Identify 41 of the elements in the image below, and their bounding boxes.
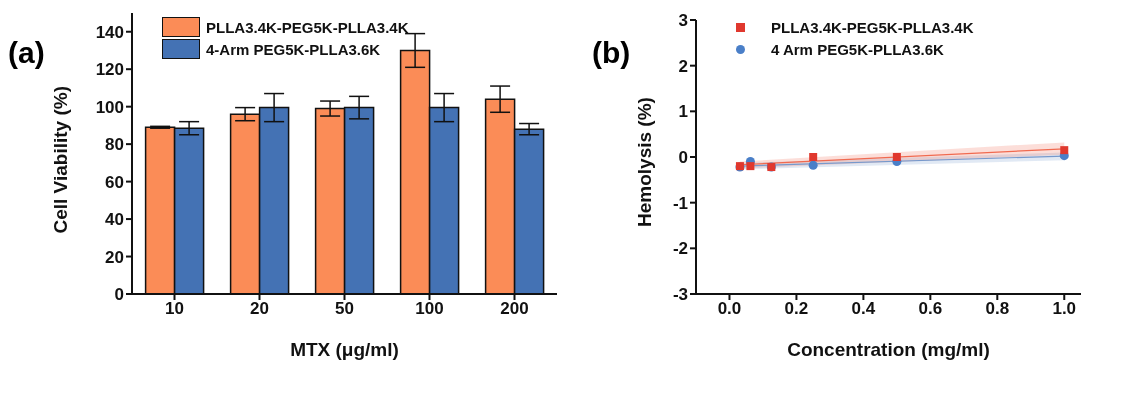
x-tick-label: 100 xyxy=(415,299,444,319)
text: (b) xyxy=(592,36,632,70)
x-tick-label: 1.0 xyxy=(1052,299,1077,319)
x-tick-label: 0.2 xyxy=(784,299,809,319)
text: (a) xyxy=(8,36,46,70)
y-tick-label: 140 xyxy=(95,22,124,42)
x-tick-label: 10 xyxy=(165,299,184,319)
y-tick-label: 40 xyxy=(105,210,124,230)
x-tick-label: 0.8 xyxy=(985,299,1010,319)
y-tick-label: 3 xyxy=(678,11,688,31)
point xyxy=(746,162,755,171)
point xyxy=(808,160,818,170)
y-tick-label: -3 xyxy=(672,285,688,305)
y-axis-title: Cell Viability (%) xyxy=(49,86,71,234)
y-tick-label: -2 xyxy=(672,239,688,259)
y-tick-label: 0 xyxy=(678,148,688,168)
y-tick-label: 60 xyxy=(105,172,124,192)
legend-label: 4-Arm PEG5K-PLLA3.6K xyxy=(206,40,381,58)
x-tick-label: 200 xyxy=(500,299,529,319)
legend-label: PLLA3.4K-PEG5K-PLLA3.4K xyxy=(771,18,974,36)
point xyxy=(809,153,818,161)
point xyxy=(1060,146,1069,155)
x-axis-title: MTX (μg/ml) xyxy=(290,339,399,360)
y-tick-label: 120 xyxy=(95,60,124,80)
x-tick-label: 20 xyxy=(250,299,269,319)
x-tick-label: 0.4 xyxy=(851,299,876,319)
legend-label: 4 Arm PEG5K-PLLA3.6K xyxy=(771,40,944,58)
x-axis-title: Concentration (mg/ml) xyxy=(787,339,990,360)
y-tick-label: 2 xyxy=(678,56,688,76)
legend-label: PLLA3.4K-PEG5K-PLLA3.4K xyxy=(206,18,409,36)
y-tick-label: 1 xyxy=(678,102,688,122)
y-tick-label: 0 xyxy=(114,285,124,305)
x-tick-label: 0.0 xyxy=(717,299,742,319)
x-tick-label: 0.6 xyxy=(918,299,943,319)
y-tick-label: 100 xyxy=(95,97,124,117)
x-tick-label: 50 xyxy=(335,299,354,319)
y-axis-title: Hemolysis (%) xyxy=(633,97,655,227)
point xyxy=(892,153,901,161)
y-tick-label: 80 xyxy=(105,135,124,155)
y-tick-label: 20 xyxy=(105,247,124,267)
y-tick-label: -1 xyxy=(672,193,688,213)
